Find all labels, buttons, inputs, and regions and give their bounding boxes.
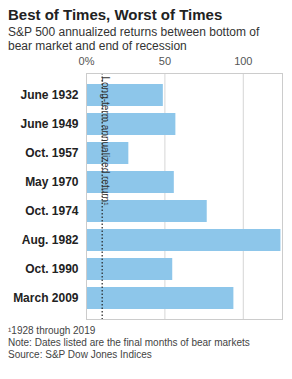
svg-text:May 1970: May 1970 bbox=[25, 175, 79, 189]
svg-text:Long-term annualized return¹: Long-term annualized return¹ bbox=[100, 77, 111, 207]
html-text:Source: S&P Dow Jones Indices: Source: S&P Dow Jones Indices bbox=[8, 349, 152, 360]
svg-text:March 2009: March 2009 bbox=[13, 291, 79, 305]
svg-text:0%: 0% bbox=[79, 55, 95, 67]
svg-text:50: 50 bbox=[159, 55, 171, 67]
svg-text:June 1932: June 1932 bbox=[20, 88, 78, 102]
html-text:S&P 500 annualized returns bet: S&P 500 annualized returns between botto… bbox=[8, 25, 260, 53]
svg-text:Oct. 1974: Oct. 1974 bbox=[25, 204, 79, 218]
svg-text:Oct. 1957: Oct. 1957 bbox=[25, 146, 79, 160]
svg-text:Aug. 1982: Aug. 1982 bbox=[22, 233, 79, 247]
html-text:Note: Dates listed are the fin: Note: Dates listed are the final months … bbox=[8, 337, 250, 348]
svg-text:100: 100 bbox=[234, 55, 252, 67]
svg-text:Oct. 1990: Oct. 1990 bbox=[25, 262, 79, 276]
svg-text:June 1949: June 1949 bbox=[20, 117, 78, 131]
html-text:¹1928 through 2019: ¹1928 through 2019 bbox=[8, 325, 96, 336]
html-text:Best of Times, Worst of Times: Best of Times, Worst of Times bbox=[8, 6, 223, 23]
